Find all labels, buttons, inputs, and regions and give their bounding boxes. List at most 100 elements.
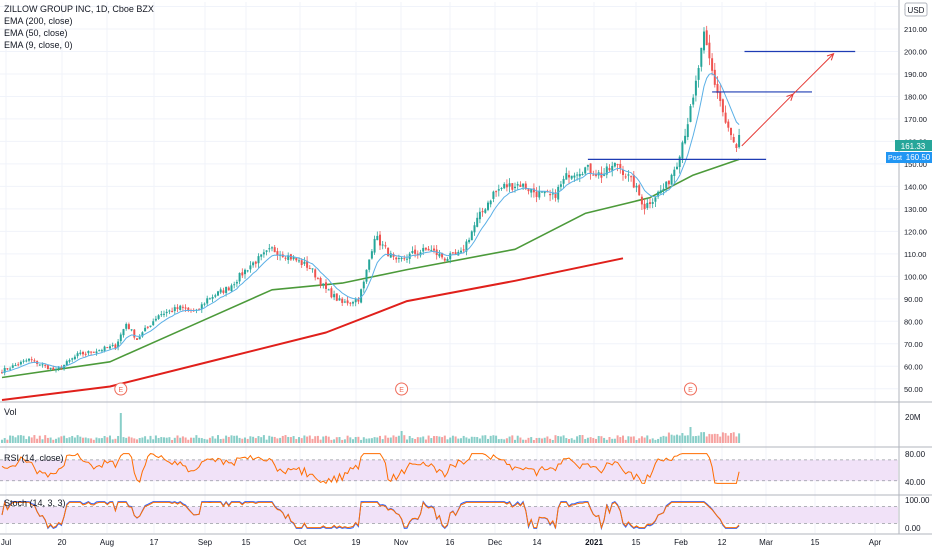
candle-body [681, 142, 684, 159]
candle-body [233, 284, 236, 286]
candle-body [619, 164, 622, 169]
volume-bar [33, 435, 36, 443]
candle-body [489, 200, 492, 205]
candle-body [640, 196, 643, 205]
candle-body [154, 318, 157, 321]
arrow-head[interactable] [826, 52, 835, 61]
volume-bar [478, 438, 481, 443]
candle-body [538, 191, 541, 198]
volume-bar [670, 434, 673, 443]
volume-bar [6, 439, 9, 443]
volume-bar [576, 436, 579, 443]
time-tick-label: Aug [100, 538, 114, 547]
candle-body [643, 203, 646, 210]
candle-body [33, 360, 36, 362]
candle-body [330, 288, 333, 298]
volume-bar [489, 435, 492, 443]
indicator-ema9-label[interactable]: EMA (9, close, 0) [4, 40, 73, 50]
volume-bar [505, 438, 508, 443]
volume-bar [392, 435, 395, 443]
ema200-path [1, 257, 624, 401]
volume-bar [149, 435, 152, 443]
currency-label: USD [908, 6, 925, 15]
volume-bar [176, 435, 179, 443]
volume-bar [500, 438, 503, 443]
candle-body [127, 324, 130, 330]
volume-bar [298, 437, 300, 443]
volume-bar [503, 439, 506, 443]
candle-body [6, 368, 9, 370]
candle-body [379, 234, 381, 246]
candle-body [84, 353, 87, 355]
rsi-tick-40: 40.00 [905, 478, 926, 487]
candle-body [549, 194, 552, 196]
candle-body [362, 281, 365, 289]
volume-bar [316, 435, 319, 443]
candle-body [627, 174, 630, 176]
arrow-line[interactable] [741, 93, 794, 147]
currency-badge[interactable] [904, 2, 928, 17]
volume-bar [154, 435, 157, 443]
candle-body [308, 268, 311, 270]
arrow-head[interactable] [786, 93, 794, 101]
candle-body [495, 191, 498, 193]
candle-body [22, 360, 25, 362]
volume-bar [254, 438, 257, 443]
earnings-marker[interactable] [114, 382, 128, 396]
candle-body [117, 341, 120, 348]
candle-body [516, 184, 519, 186]
candle-body [670, 174, 673, 185]
time-tick-label: 20 [58, 538, 67, 547]
volume-bar [379, 435, 381, 443]
candle-body [481, 211, 484, 213]
candle-body [333, 294, 336, 298]
indicator-ema200-label[interactable]: EMA (200, close) [4, 16, 73, 26]
volume-bar [38, 435, 41, 443]
earnings-marker[interactable] [395, 382, 409, 396]
volume-bar [230, 435, 233, 443]
volume-bar [573, 439, 576, 443]
time-axis[interactable]: Jul 20 Aug 17 Sep 15 Oct 19 Nov 16 Dec 14 2021 15 Feb 1… [1, 538, 882, 547]
earnings-marker[interactable] [684, 382, 697, 396]
candle-body [492, 191, 495, 199]
stoch-tick-100: 100.00 [905, 496, 930, 505]
candle-body [287, 255, 290, 260]
candle-body [38, 364, 41, 366]
price-axis[interactable]: 50.00 60.00 70.00 80.00 90.00 100.00 110.00 120… [904, 2, 927, 393]
volume-bar [592, 438, 595, 443]
volume-bar [225, 435, 228, 443]
candle-body [711, 58, 714, 71]
price-tick-label: 210.00 [904, 25, 927, 34]
arrow-line[interactable] [792, 53, 834, 95]
volume-bar [281, 435, 284, 443]
indicator-ema50-label[interactable]: EMA (50, close) [4, 28, 68, 38]
candle-body [254, 261, 257, 264]
volume-bar [173, 437, 176, 443]
candles[interactable] [1, 25, 741, 376]
volume-bar [311, 438, 314, 443]
candle-body [400, 257, 403, 260]
candle-body [554, 192, 557, 198]
volume-bar [705, 436, 708, 443]
volume-bar [700, 432, 703, 443]
candle-body [246, 270, 249, 272]
volume-bar [98, 438, 101, 443]
candle-body [387, 247, 390, 257]
candle-body [300, 260, 303, 265]
volume-bar [584, 439, 587, 443]
candle-body [152, 321, 155, 326]
volume-bar [60, 436, 63, 443]
earnings-letter: E [118, 387, 123, 394]
volume-bar [11, 435, 14, 443]
candle-body [227, 287, 230, 291]
candle-body [462, 249, 465, 251]
grid [0, 2, 898, 533]
volume-bar [684, 435, 687, 443]
candle-body [543, 191, 546, 194]
projection-arrows[interactable] [741, 52, 835, 147]
volume-bar [457, 438, 460, 443]
volume-bar [190, 437, 192, 443]
volume-bar [581, 435, 584, 443]
